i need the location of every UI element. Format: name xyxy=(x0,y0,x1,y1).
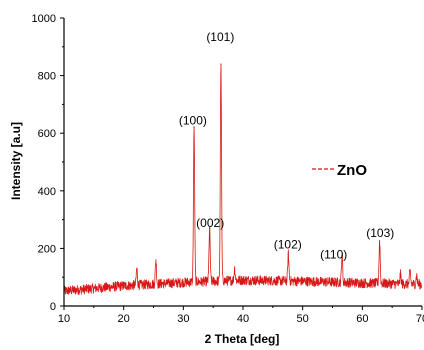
peak-point xyxy=(220,63,222,65)
y-tick-label: 0 xyxy=(50,301,56,313)
peak-label: (103) xyxy=(366,226,394,240)
y-tick-label: 600 xyxy=(38,128,56,140)
peak-label: (102) xyxy=(274,237,302,251)
y-tick-label: 800 xyxy=(38,71,56,83)
peak-label: (110) xyxy=(320,247,347,261)
peak-point xyxy=(399,273,402,275)
y-tick-label: 1000 xyxy=(32,13,56,25)
peak-point xyxy=(208,227,211,229)
series-line-zno xyxy=(63,63,423,295)
legend: ZnO xyxy=(312,162,367,179)
peak-label: (002) xyxy=(196,216,224,230)
x-tick-label: 70 xyxy=(416,313,424,325)
peak-point xyxy=(409,270,411,273)
x-tick-label: 50 xyxy=(297,313,309,325)
peak-point xyxy=(155,259,157,261)
peak-annotations: (100) (101) (002) (102) (110) (103) xyxy=(179,30,394,261)
legend-label: ZnO xyxy=(337,162,367,179)
x-tick-label: 30 xyxy=(177,313,189,325)
x-axis-title: 2 Theta [deg] xyxy=(205,332,280,346)
peak-point xyxy=(234,267,236,270)
peak-point xyxy=(416,275,418,277)
x-tick-label: 40 xyxy=(237,313,249,325)
y-axis-title: Intensity [a.u] xyxy=(9,122,23,200)
y-tick-label: 400 xyxy=(38,186,56,198)
peak-point xyxy=(341,255,343,257)
x-tick-label: 60 xyxy=(356,313,368,325)
axes: 10 20 30 40 50 60 70 0 200 400 600 800 1000 xyxy=(32,13,424,325)
x-tick-label: 10 xyxy=(58,313,70,325)
peak-point xyxy=(287,253,289,255)
x-tick-label: 20 xyxy=(118,313,130,325)
peak-point xyxy=(136,267,138,270)
peak-label: (100) xyxy=(179,114,207,128)
peak-point xyxy=(193,126,195,129)
plot-area xyxy=(63,63,423,295)
y-tick-label: 200 xyxy=(38,243,56,255)
peak-label: (101) xyxy=(206,30,234,44)
peak-point xyxy=(379,240,381,242)
